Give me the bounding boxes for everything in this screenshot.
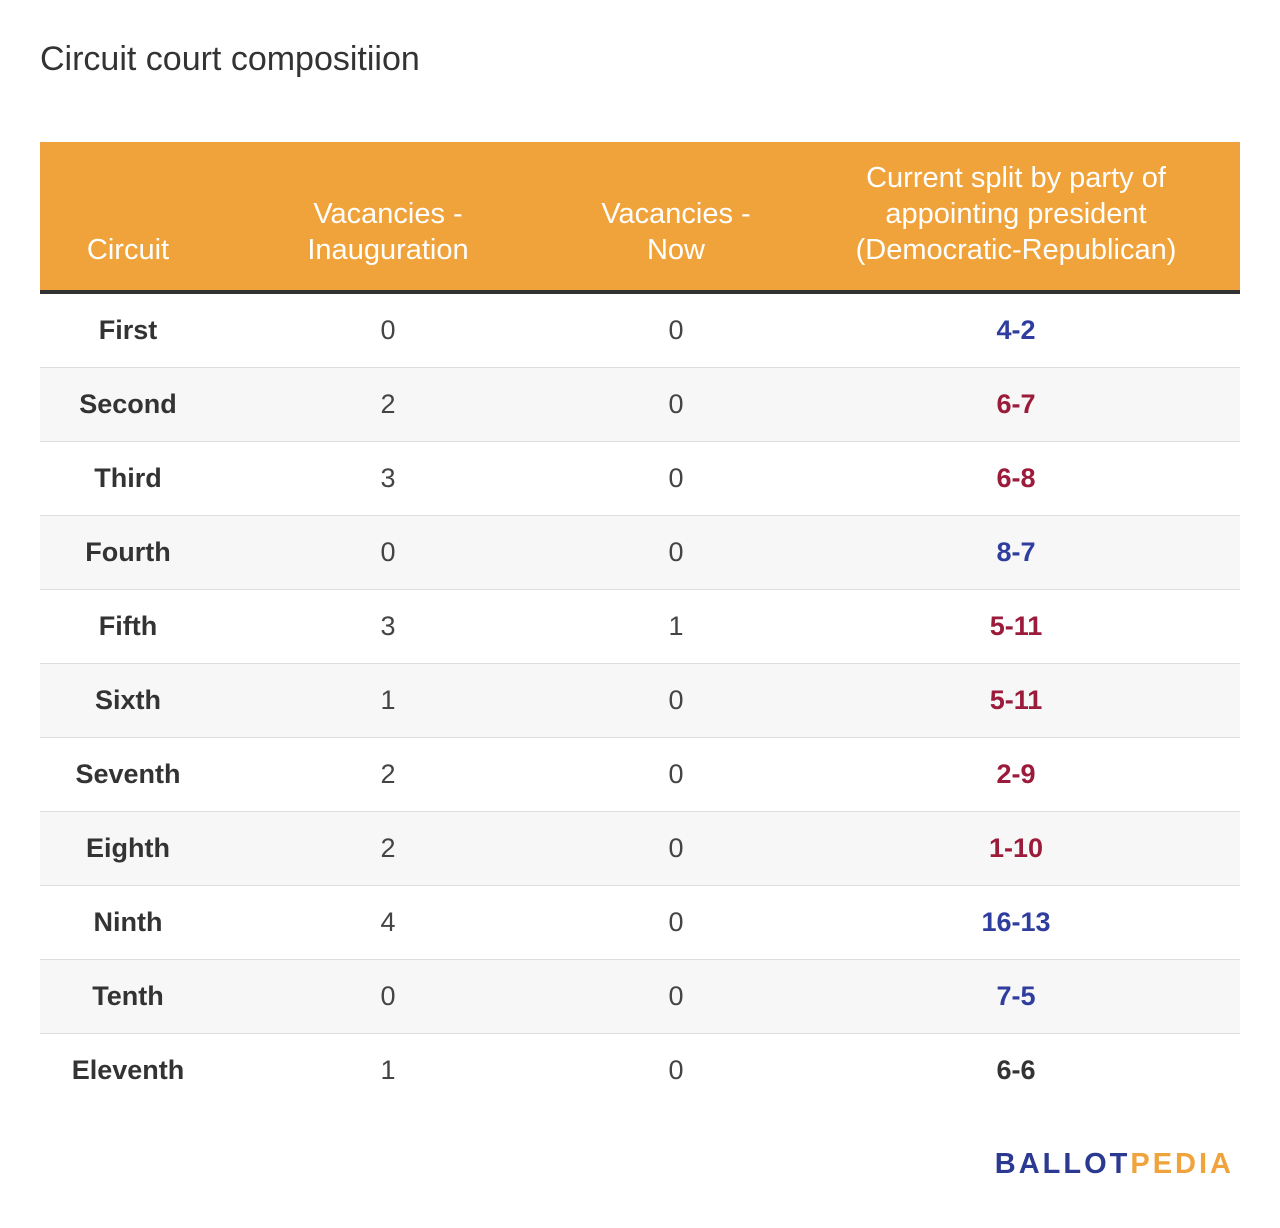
header-vacancies-now: Vacancies - Now	[601, 198, 751, 266]
cell-circuit: Sixth	[94, 685, 161, 715]
cell-vacancies-now: 0	[668, 981, 684, 1011]
header-vacancies-inauguration: Vacancies - Inauguration	[307, 198, 469, 266]
cell-current-split: 7-5	[996, 981, 1036, 1011]
cell-vacancies-now: 0	[668, 389, 684, 419]
table-row: First 0 0 4-2	[40, 294, 1240, 368]
table-row: Eleventh 1 0 6-6	[40, 1034, 1240, 1107]
table-header: Circuit Vacancies - Inauguration Vacanci…	[40, 142, 1240, 294]
table-row: Third 3 0 6-8	[40, 442, 1240, 516]
cell-circuit: Tenth	[92, 981, 164, 1011]
cell-vacancies-now: 0	[668, 759, 684, 789]
cell-vacancies-now: 1	[668, 611, 684, 641]
cell-vacancies-now: 0	[668, 907, 684, 937]
cell-vacancies-now: 0	[668, 537, 684, 567]
cell-circuit: Eleventh	[71, 1055, 185, 1085]
table-row: Second 2 0 6-7	[40, 368, 1240, 442]
table-row: Eighth 2 0 1-10	[40, 812, 1240, 886]
cell-circuit: Fifth	[98, 611, 158, 641]
cell-vacancies-inauguration: 1	[380, 685, 396, 715]
cell-current-split: 2-9	[996, 759, 1036, 789]
header-current-split: Current split by party of appointing pre…	[855, 162, 1177, 266]
cell-circuit: Ninth	[93, 907, 163, 937]
cell-current-split: 16-13	[981, 907, 1051, 937]
cell-current-split: 1-10	[988, 833, 1044, 863]
cell-vacancies-inauguration: 2	[380, 759, 396, 789]
cell-circuit: First	[98, 315, 158, 345]
cell-vacancies-inauguration: 3	[380, 611, 396, 641]
cell-vacancies-inauguration: 3	[380, 463, 396, 493]
table-row: Fifth 3 1 5-11	[40, 590, 1240, 664]
table-row: Fourth 0 0 8-7	[40, 516, 1240, 590]
cell-circuit: Fourth	[85, 537, 171, 567]
cell-current-split: 6-6	[996, 1055, 1036, 1085]
cell-vacancies-inauguration: 0	[380, 981, 396, 1011]
cell-current-split: 5-11	[989, 685, 1043, 715]
ballotpedia-logo: BALLOTPEDIA	[995, 1148, 1234, 1181]
cell-current-split: 6-7	[996, 389, 1036, 419]
table-body: First 0 0 4-2 Second 2 0 6-7 Third 3 0 6-8 Fourth 0 0 8…	[40, 294, 1240, 1107]
cell-vacancies-inauguration: 1	[380, 1055, 396, 1085]
cell-vacancies-inauguration: 0	[380, 537, 396, 567]
table-row: Ninth 4 0 16-13	[40, 886, 1240, 960]
cell-circuit: Seventh	[75, 759, 181, 789]
cell-current-split: 8-7	[996, 537, 1036, 567]
cell-vacancies-now: 0	[668, 1055, 684, 1085]
cell-vacancies-inauguration: 0	[380, 315, 396, 345]
cell-vacancies-now: 0	[668, 685, 684, 715]
cell-vacancies-now: 0	[668, 463, 684, 493]
cell-circuit: Second	[79, 389, 177, 419]
table-row: Tenth 0 0 7-5	[40, 960, 1240, 1034]
cell-vacancies-inauguration: 2	[380, 389, 396, 419]
logo-ballot: BALLOT	[994, 1148, 1131, 1180]
cell-vacancies-now: 0	[668, 833, 684, 863]
circuit-table: Circuit Vacancies - Inauguration Vacanci…	[40, 142, 1240, 1107]
cell-circuit: Eighth	[86, 833, 170, 863]
table-row: Seventh 2 0 2-9	[40, 738, 1240, 812]
cell-current-split: 6-8	[996, 463, 1036, 493]
cell-circuit: Third	[94, 463, 162, 493]
cell-vacancies-inauguration: 4	[380, 907, 396, 937]
cell-current-split: 5-11	[989, 611, 1043, 641]
cell-vacancies-inauguration: 2	[380, 833, 396, 863]
cell-vacancies-now: 0	[668, 315, 684, 345]
header-circuit: Circuit	[86, 234, 170, 266]
logo-pedia: PEDIA	[1130, 1148, 1234, 1180]
chart-title: Circuit court compositiion	[40, 40, 420, 78]
cell-current-split: 4-2	[996, 315, 1036, 345]
table-row: Sixth 1 0 5-11	[40, 664, 1240, 738]
